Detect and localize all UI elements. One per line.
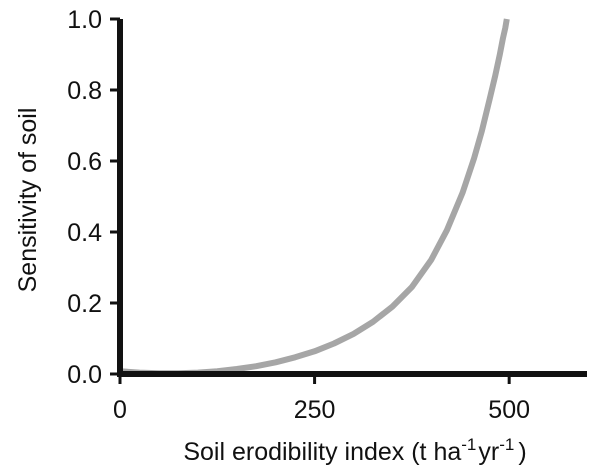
y-tick-label: 0.6 xyxy=(67,148,102,176)
x-axis-title: Soil erodibility index (t ha-1yr-1) xyxy=(183,435,526,466)
x-tick-label: 0 xyxy=(113,396,127,424)
x-axis-ticks: 0 250 500 xyxy=(113,374,530,424)
x-tick-label: 500 xyxy=(488,396,530,424)
y-tick-label: 1.0 xyxy=(67,6,102,34)
x-axis-title-sup1: -1 xyxy=(461,435,476,454)
x-axis-title-unit: yr xyxy=(478,438,499,466)
x-axis-title-close: ) xyxy=(518,438,526,466)
series-layer xyxy=(119,18,510,377)
x-axis-title-main: Soil erodibility index (t ha xyxy=(183,438,461,466)
series-line xyxy=(119,18,510,377)
x-axis-title-sup2: -1 xyxy=(499,435,514,454)
y-tick-label: 0.0 xyxy=(67,361,102,389)
y-axis-title: Sensitivity of soil xyxy=(14,108,42,293)
y-tick-label: 0.8 xyxy=(67,77,102,105)
y-tick-label: 0.4 xyxy=(67,219,102,247)
x-tick-label: 250 xyxy=(294,396,336,424)
y-axis-ticks: 0.0 0.2 0.4 0.6 0.8 1.0 xyxy=(67,6,120,389)
y-tick-label: 0.2 xyxy=(67,290,102,318)
